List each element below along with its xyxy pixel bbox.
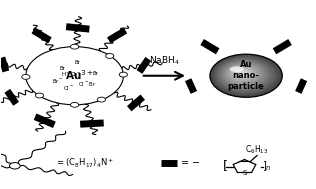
Circle shape — [231, 67, 253, 80]
Circle shape — [240, 72, 241, 73]
Circle shape — [229, 66, 256, 82]
Circle shape — [70, 102, 79, 107]
Circle shape — [119, 72, 127, 77]
Circle shape — [230, 67, 254, 81]
Circle shape — [212, 56, 279, 95]
Text: Au
nano-
particle: Au nano- particle — [228, 60, 264, 91]
Text: = (C$_8$H$_{17}$)$_4$N$^+$: = (C$_8$H$_{17}$)$_4$N$^+$ — [56, 156, 114, 170]
Circle shape — [237, 70, 245, 75]
Circle shape — [222, 61, 265, 87]
Circle shape — [217, 58, 273, 92]
Text: S: S — [242, 170, 247, 176]
Circle shape — [221, 60, 268, 89]
Circle shape — [9, 163, 20, 169]
Circle shape — [238, 71, 244, 74]
Text: ]$_n$: ]$_n$ — [262, 159, 271, 173]
Ellipse shape — [230, 66, 244, 72]
Circle shape — [235, 69, 248, 77]
Circle shape — [106, 53, 114, 58]
Text: NaBH$_4$: NaBH$_4$ — [149, 55, 180, 67]
Circle shape — [224, 63, 262, 85]
Circle shape — [239, 71, 242, 74]
Circle shape — [221, 61, 267, 88]
Circle shape — [234, 69, 249, 77]
Circle shape — [215, 57, 275, 93]
Circle shape — [216, 58, 274, 92]
Circle shape — [233, 68, 251, 79]
Circle shape — [224, 62, 264, 86]
Text: Br: Br — [92, 71, 98, 76]
Circle shape — [26, 47, 123, 105]
Circle shape — [230, 66, 255, 81]
Circle shape — [210, 54, 282, 97]
Text: Cl$^-$Br: Cl$^-$Br — [78, 80, 96, 88]
Circle shape — [217, 59, 272, 91]
Text: Cl$^-$: Cl$^-$ — [63, 84, 74, 92]
Circle shape — [228, 65, 257, 82]
Circle shape — [225, 63, 261, 85]
Circle shape — [211, 55, 280, 96]
Text: Br$^-$: Br$^-$ — [52, 77, 63, 85]
Circle shape — [223, 62, 264, 87]
Circle shape — [227, 64, 259, 84]
Circle shape — [232, 67, 252, 79]
Circle shape — [22, 74, 30, 79]
Circle shape — [97, 97, 106, 102]
Text: [: [ — [223, 159, 228, 172]
Text: $\mathbf{Au}^{3+}$: $\mathbf{Au}^{3+}$ — [65, 68, 94, 82]
Text: Br: Br — [75, 60, 81, 65]
Circle shape — [70, 44, 79, 49]
Circle shape — [234, 68, 250, 78]
Circle shape — [213, 56, 278, 95]
Circle shape — [220, 60, 269, 89]
Circle shape — [35, 93, 44, 98]
Circle shape — [237, 70, 246, 75]
Text: H$^+$Cl$^-$: H$^+$Cl$^-$ — [62, 70, 82, 79]
Circle shape — [219, 60, 270, 90]
Text: = $-$: = $-$ — [180, 158, 200, 168]
Circle shape — [218, 59, 271, 91]
Text: C$_6$H$_{13}$: C$_6$H$_{13}$ — [245, 144, 268, 156]
Circle shape — [228, 65, 258, 83]
Circle shape — [236, 70, 247, 76]
Text: Br: Br — [59, 66, 65, 71]
Circle shape — [214, 57, 277, 94]
Circle shape — [215, 57, 276, 94]
Circle shape — [211, 55, 281, 97]
Circle shape — [226, 64, 260, 84]
